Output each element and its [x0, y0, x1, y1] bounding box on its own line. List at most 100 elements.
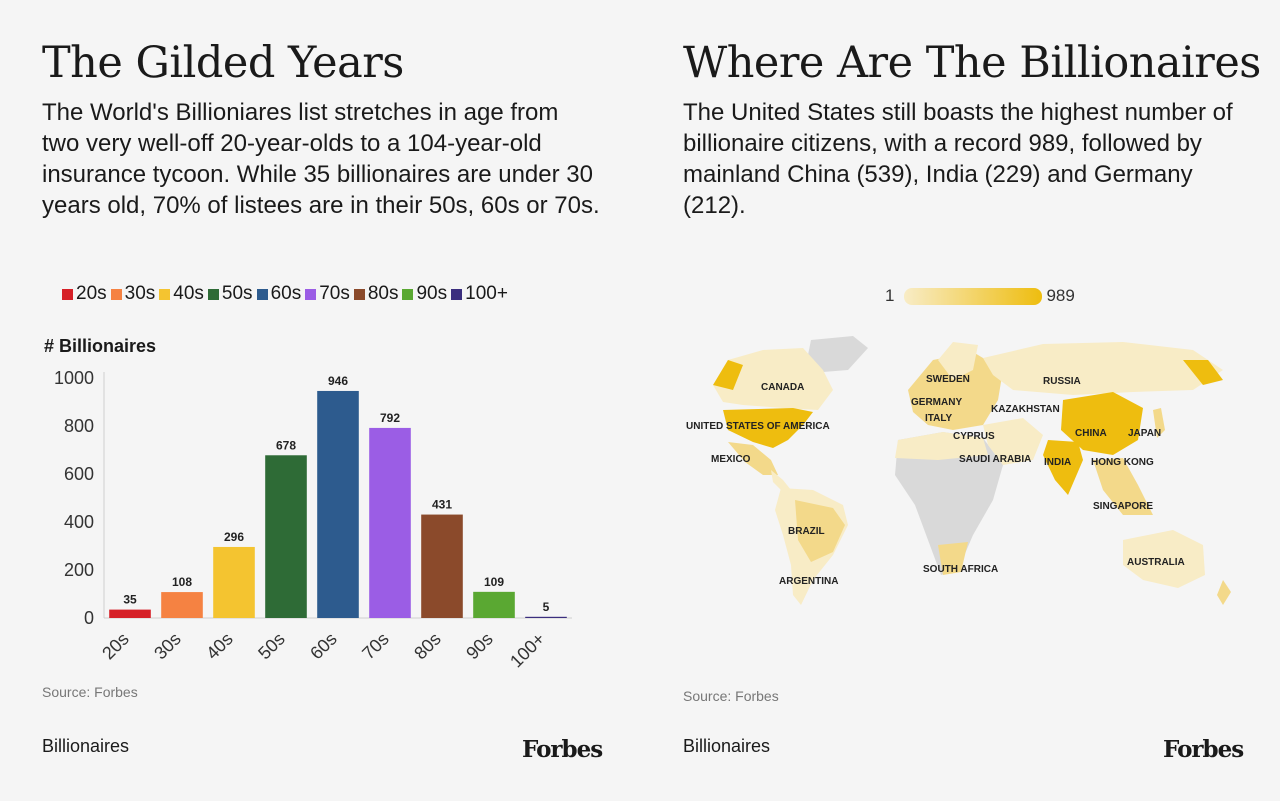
forbes-logo: Forbes — [1163, 736, 1244, 763]
bar — [317, 390, 359, 618]
legend-label: 60s — [270, 283, 302, 304]
map-panel: Where Are The Billionaires The United St… — [683, 0, 1261, 801]
scale-gradient-bar — [904, 287, 1043, 305]
legend-swatch — [353, 288, 365, 300]
legend-item: 20s — [62, 283, 107, 305]
japan-shape — [1153, 408, 1165, 438]
bar — [369, 427, 411, 618]
age-panel-source: Source: Forbes — [42, 684, 138, 700]
legend-label: 70s — [319, 283, 350, 304]
africa-shape — [895, 432, 1003, 575]
legend-swatch — [451, 288, 463, 300]
y-tick-label: 400 — [64, 512, 94, 532]
bar — [473, 591, 515, 618]
bar — [421, 514, 463, 618]
alaska-shape — [713, 360, 743, 390]
map-country-label: MEXICO — [711, 454, 751, 465]
y-tick-label: 800 — [64, 416, 94, 436]
x-tick-label: 70s — [358, 629, 393, 664]
bar — [109, 609, 151, 618]
legend-label: 40s — [173, 283, 204, 304]
legend-swatch — [207, 288, 219, 300]
legend-label: 20s — [76, 283, 107, 304]
map-panel-source: Source: Forbes — [683, 688, 779, 704]
map-country-label: RUSSIA — [1043, 376, 1081, 387]
map-country-label: CHINA — [1075, 428, 1107, 439]
y-axis-label: # Billionaires — [44, 336, 157, 356]
color-scale: 1 989 — [885, 286, 1075, 306]
age-panel-footer-category: Billionaires — [42, 736, 130, 756]
age-panel-title: The Gilded Years — [42, 38, 404, 88]
scale-min-label: 1 — [885, 286, 895, 305]
legend-item: 40s — [159, 283, 204, 305]
map-country-label: CYPRUS — [953, 431, 995, 442]
map-country-label: UNITED STATES OF AMERICA — [686, 421, 830, 432]
legend-label: 80s — [367, 283, 399, 304]
map-country-label: AUSTRALIA — [1127, 557, 1185, 568]
north-africa-shape — [895, 432, 988, 460]
map-country-label: ARGENTINA — [779, 576, 838, 587]
x-tick-label: 60s — [306, 629, 341, 664]
china-shape — [1061, 392, 1143, 455]
map-country-label: INDIA — [1044, 457, 1071, 468]
bar — [213, 546, 255, 618]
y-tick-label: 600 — [64, 464, 94, 484]
legend-swatch — [256, 288, 268, 300]
legend-label: 30s — [124, 283, 156, 304]
legend-label: 50s — [221, 283, 253, 304]
brazil-shape — [795, 500, 845, 562]
middle-east-shape — [983, 418, 1043, 465]
map-country-label: CANADA — [761, 382, 804, 393]
legend-item: 70s — [305, 283, 350, 305]
data-label: 946 — [328, 374, 348, 388]
map-country-label: KAZAKHSTAN — [991, 404, 1060, 415]
data-label: 792 — [380, 411, 400, 425]
canada-shape — [713, 348, 833, 410]
age-bar-chart: 0 200 400 600 800 1000 35 20s 108 30s 296 40s 678 50s… — [54, 368, 572, 672]
map-country-label: SINGAPORE — [1093, 501, 1153, 512]
usa-shape — [723, 408, 813, 448]
legend-item: 50s — [207, 283, 253, 305]
mexico-shape — [728, 442, 778, 475]
y-tick-label: 1000 — [54, 368, 94, 388]
y-tick-label: 0 — [84, 608, 94, 628]
greenland-shape — [808, 336, 868, 372]
legend-swatch — [62, 288, 73, 300]
europe-shape — [908, 352, 1003, 430]
data-label: 431 — [432, 498, 452, 512]
data-label: 678 — [276, 438, 296, 452]
map-country-label: HONG KONG — [1091, 457, 1154, 468]
map-country-label: SAUDI ARABIA — [959, 454, 1031, 465]
central-america-shape — [771, 470, 791, 492]
data-label: 296 — [224, 530, 244, 544]
legend-item: 30s — [110, 283, 156, 305]
legend-item: 100+ — [451, 283, 508, 305]
map-country-label: SOUTH AFRICA — [923, 564, 998, 575]
map-country-label: GERMANY — [911, 397, 962, 408]
data-label: 35 — [123, 593, 137, 607]
x-tick-label: 30s — [150, 629, 185, 664]
y-tick-label: 200 — [64, 560, 94, 580]
x-tick-label: 40s — [202, 629, 237, 664]
map-country-label: BRAZIL — [788, 526, 825, 537]
legend-swatch — [305, 288, 317, 300]
far-east-shape — [1183, 360, 1223, 385]
legend-label: 100+ — [465, 283, 508, 304]
x-tick-label: 20s — [98, 629, 133, 664]
india-shape — [1043, 440, 1083, 495]
age-panel-description: The World's Billioniares list stretches … — [42, 99, 600, 219]
map-country-label: JAPAN — [1128, 428, 1161, 439]
x-tick-label: 50s — [254, 629, 289, 664]
australia-shape — [1123, 530, 1205, 588]
southeast-asia-shape — [1093, 458, 1153, 515]
legend-swatch — [110, 288, 122, 300]
chart-legend: 20s 30s 40s 50s 60s 70s 80s 90s 100+ — [62, 283, 512, 305]
legend-item: 80s — [353, 283, 399, 305]
map-panel-footer-category: Billionaires — [683, 736, 771, 756]
bar — [265, 455, 307, 618]
bar — [161, 592, 203, 618]
x-tick-label: 100+ — [506, 629, 549, 672]
russia-shape — [983, 342, 1223, 395]
data-label: 5 — [543, 600, 550, 614]
forbes-logo: Forbes — [522, 736, 603, 763]
